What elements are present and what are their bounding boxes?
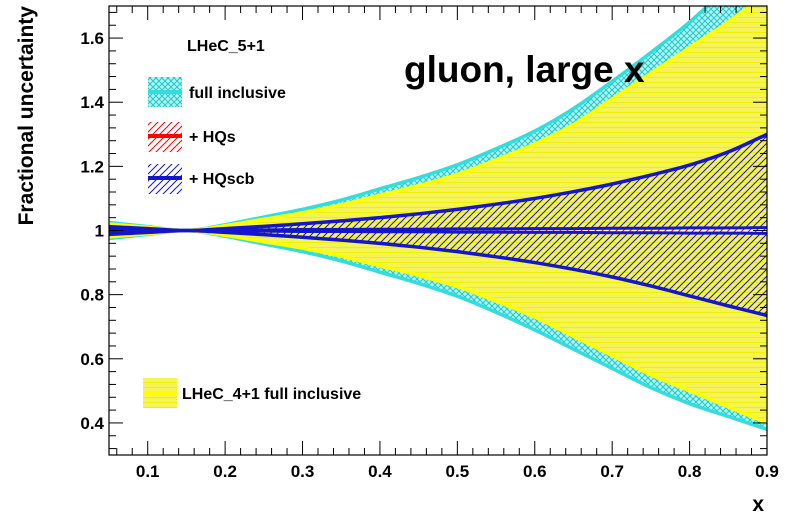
legend-label-full-inclusive: full inclusive (189, 85, 286, 102)
line-lhec41-upper (109, 6, 753, 233)
x-tick-label: 0.2 (213, 462, 237, 481)
y-tick-label: 1 (95, 222, 104, 241)
y-tick-label: 1.4 (80, 93, 104, 112)
x-tick-label: 0.6 (523, 462, 547, 481)
x-axis-title: x (752, 493, 764, 516)
legend-item-lhec41: LHeC_4+1 full inclusive (143, 378, 361, 408)
chart-title: gluon, large x (404, 49, 645, 90)
y-tick-label: 0.6 (80, 350, 104, 369)
legend-item-hqscb: + HQscb (148, 164, 255, 194)
legend-label-lhec41: LHeC_4+1 full inclusive (182, 386, 361, 403)
legend-header: LHeC_5+1 (187, 38, 265, 55)
legend-item-hqs: + HQs (148, 122, 236, 152)
line-hqs-lower (109, 228, 767, 235)
x-tick-label: 0.8 (678, 462, 702, 481)
x-tick-label: 0.9 (755, 462, 779, 481)
band-hqscb (109, 134, 767, 316)
legend-label-hqs: + HQs (189, 129, 236, 146)
y-tick-label: 0.4 (80, 414, 104, 433)
y-tick-label: 0.8 (80, 286, 104, 305)
legend: LHeC_5+1 full inclusive + HQs + HQscb LH… (143, 38, 361, 408)
x-tick-label: 0.7 (600, 462, 624, 481)
x-tick-label: 0.1 (136, 462, 160, 481)
y-tick-label: 1.2 (80, 157, 104, 176)
x-tick-label: 0.3 (291, 462, 315, 481)
y-axis-title: Fractional uncertainty (15, 6, 38, 226)
y-tick-label: 1.6 (80, 29, 104, 48)
legend-item-full-inclusive: full inclusive (148, 77, 286, 107)
x-tick-label: 0.5 (446, 462, 470, 481)
legend-label-hqscb: + HQscb (189, 171, 255, 188)
line-lhec41-lower (109, 228, 767, 425)
x-tick-label: 0.4 (368, 462, 392, 481)
